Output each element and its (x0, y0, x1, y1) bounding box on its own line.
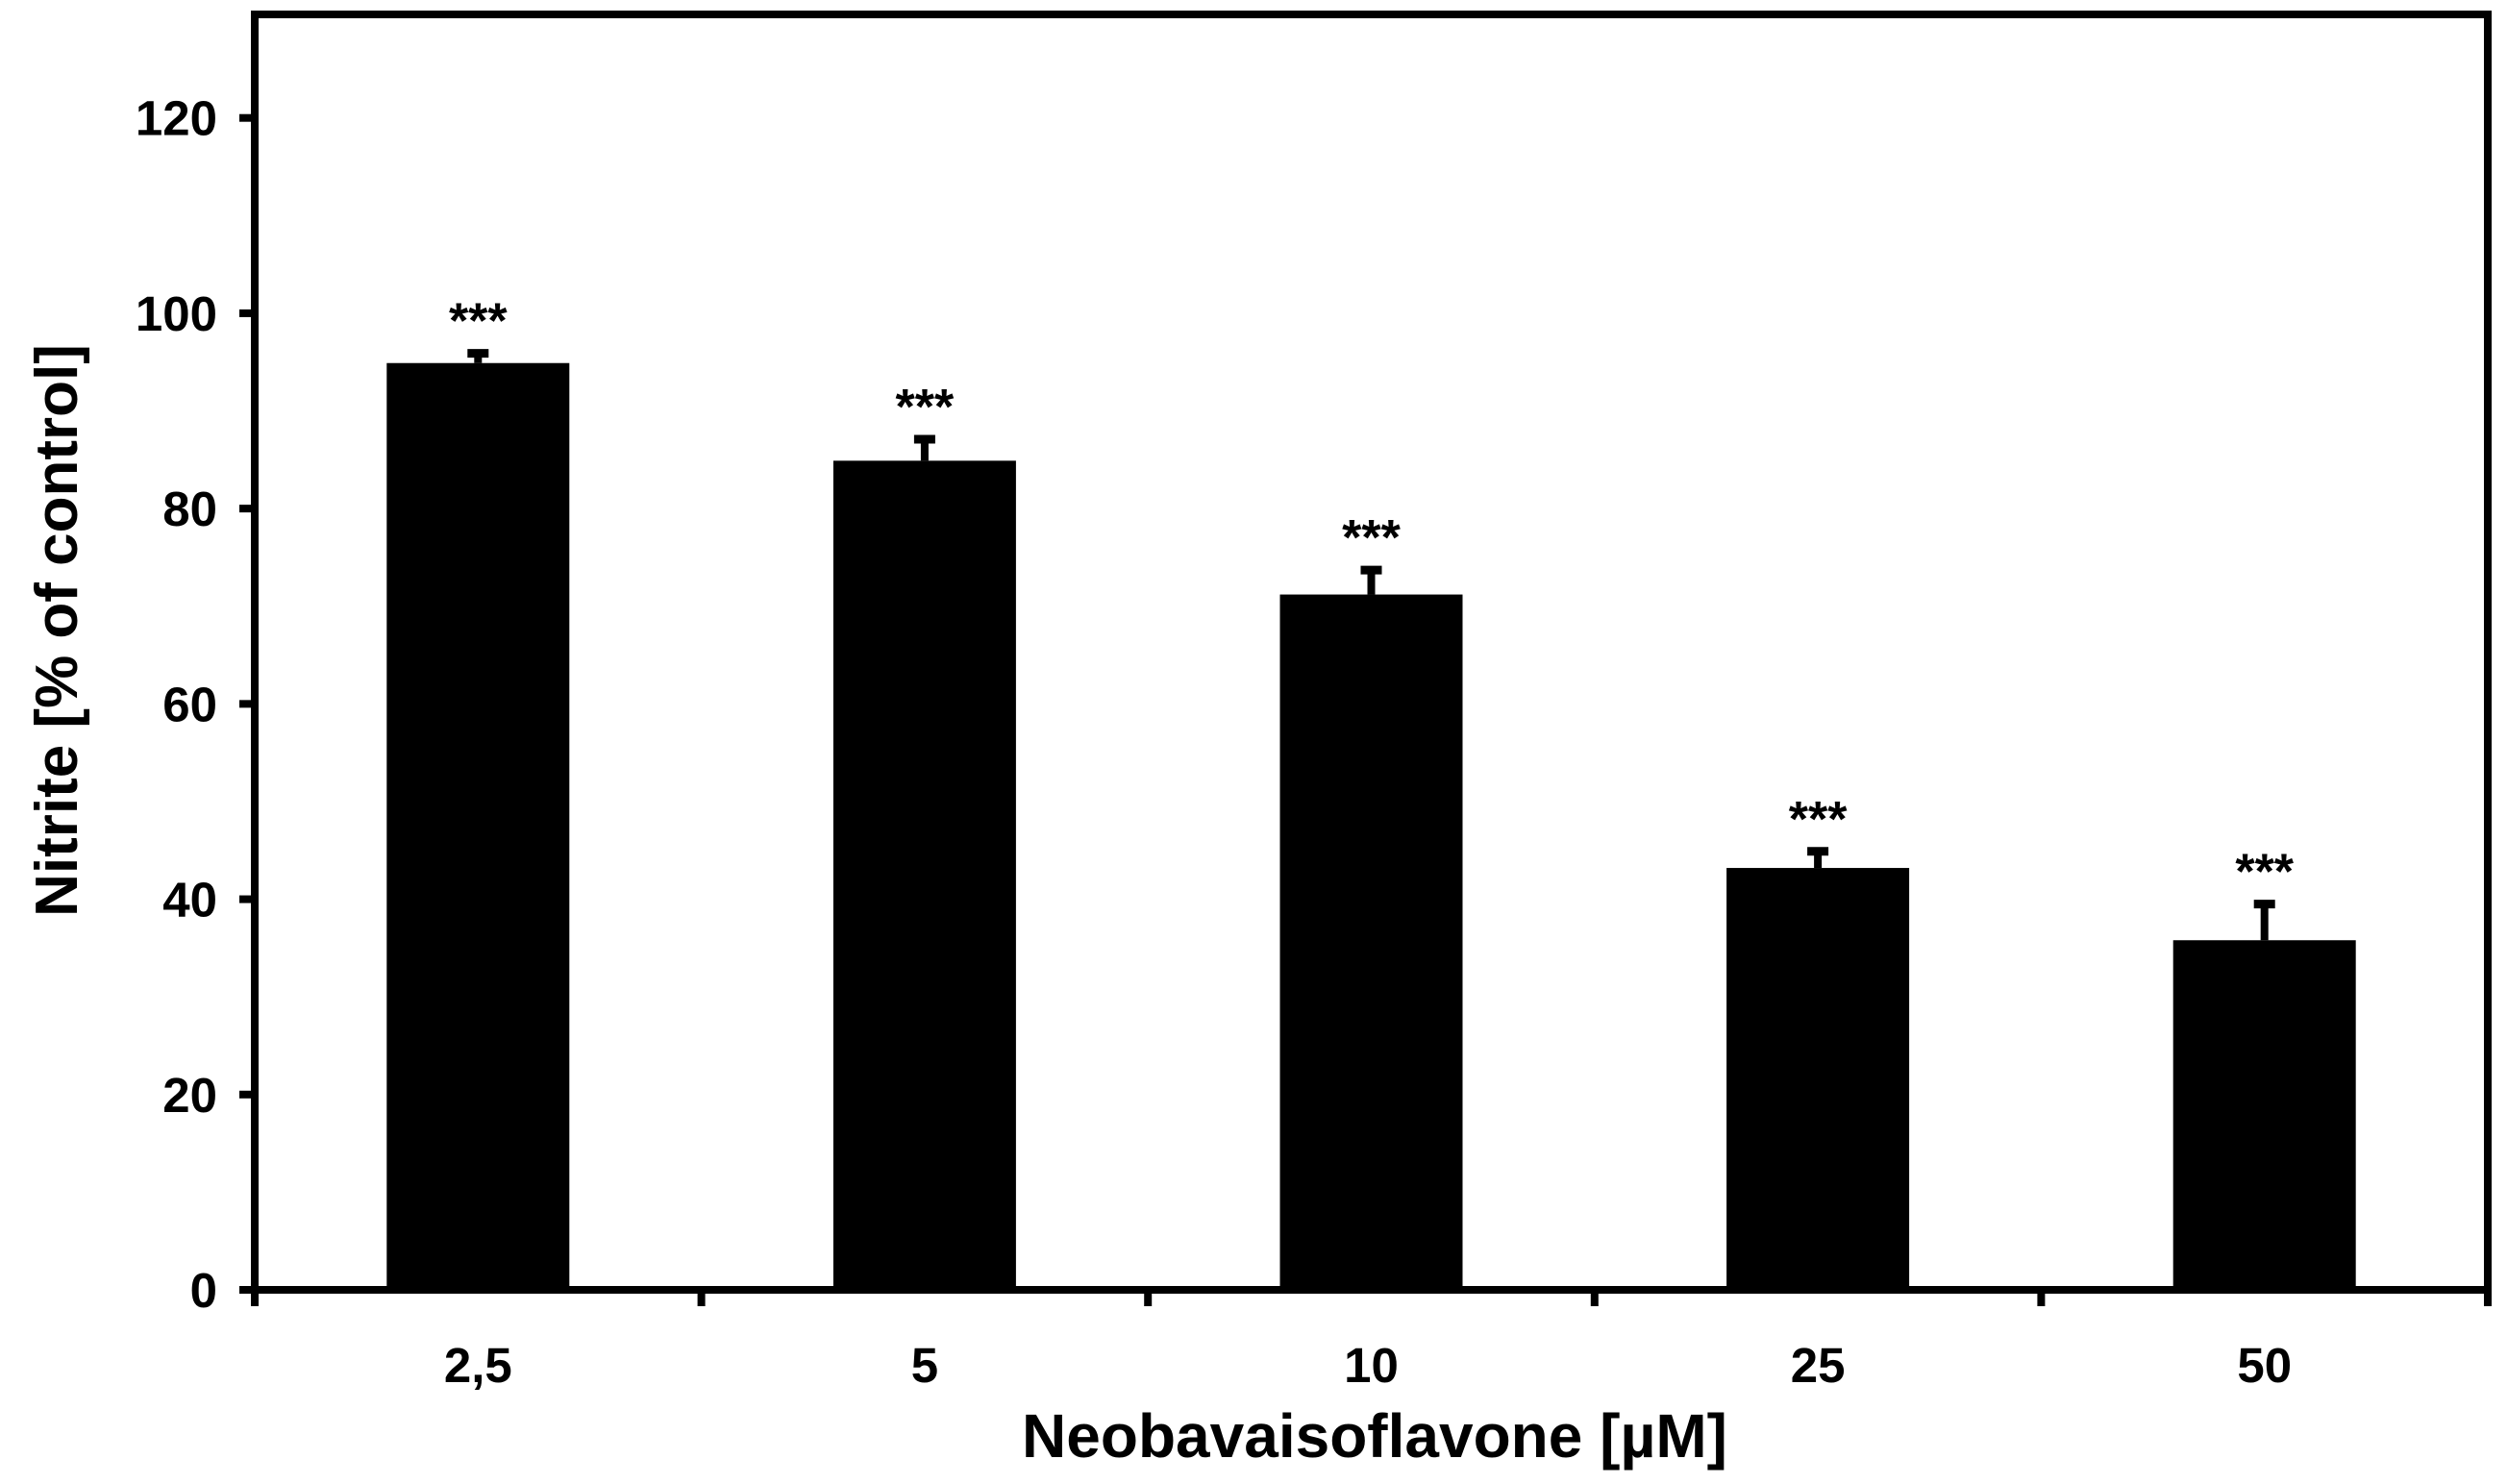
plot-border (251, 11, 2492, 1294)
significance-label: *** (449, 294, 508, 350)
x-tick-label: 2,5 (444, 1338, 512, 1393)
plot-area: 0 20 40 60 80 100 120 *** 2,5 *** 5 *** 10 *** 25 *** 50 (136, 11, 2492, 1393)
significance-label: *** (2235, 845, 2294, 901)
y-tick-label: 120 (136, 91, 217, 146)
y-tick-label: 80 (162, 482, 217, 536)
significance-label: *** (1342, 510, 1401, 566)
bar (386, 362, 570, 1290)
x-axis-title: Neobavaisoflavone [µM] (1022, 1401, 1727, 1471)
y-axis-title: Nitrite [% of control] (24, 344, 90, 917)
y-tick-label: 60 (162, 677, 217, 731)
y-tick-label: 0 (190, 1263, 217, 1318)
bar (1726, 868, 1910, 1290)
bar (832, 460, 1016, 1290)
x-tick-label: 5 (911, 1338, 938, 1393)
bar (2172, 940, 2356, 1290)
y-tick-label: 40 (162, 873, 217, 928)
significance-label: *** (896, 380, 955, 435)
significance-label: *** (1789, 792, 1848, 848)
x-tick-label: 25 (1791, 1338, 1846, 1393)
x-tick-label: 10 (1344, 1338, 1399, 1393)
y-tick-label: 100 (136, 286, 217, 341)
y-tick-label: 20 (162, 1068, 217, 1123)
bar (1279, 594, 1463, 1290)
x-tick-label: 50 (2237, 1338, 2292, 1393)
